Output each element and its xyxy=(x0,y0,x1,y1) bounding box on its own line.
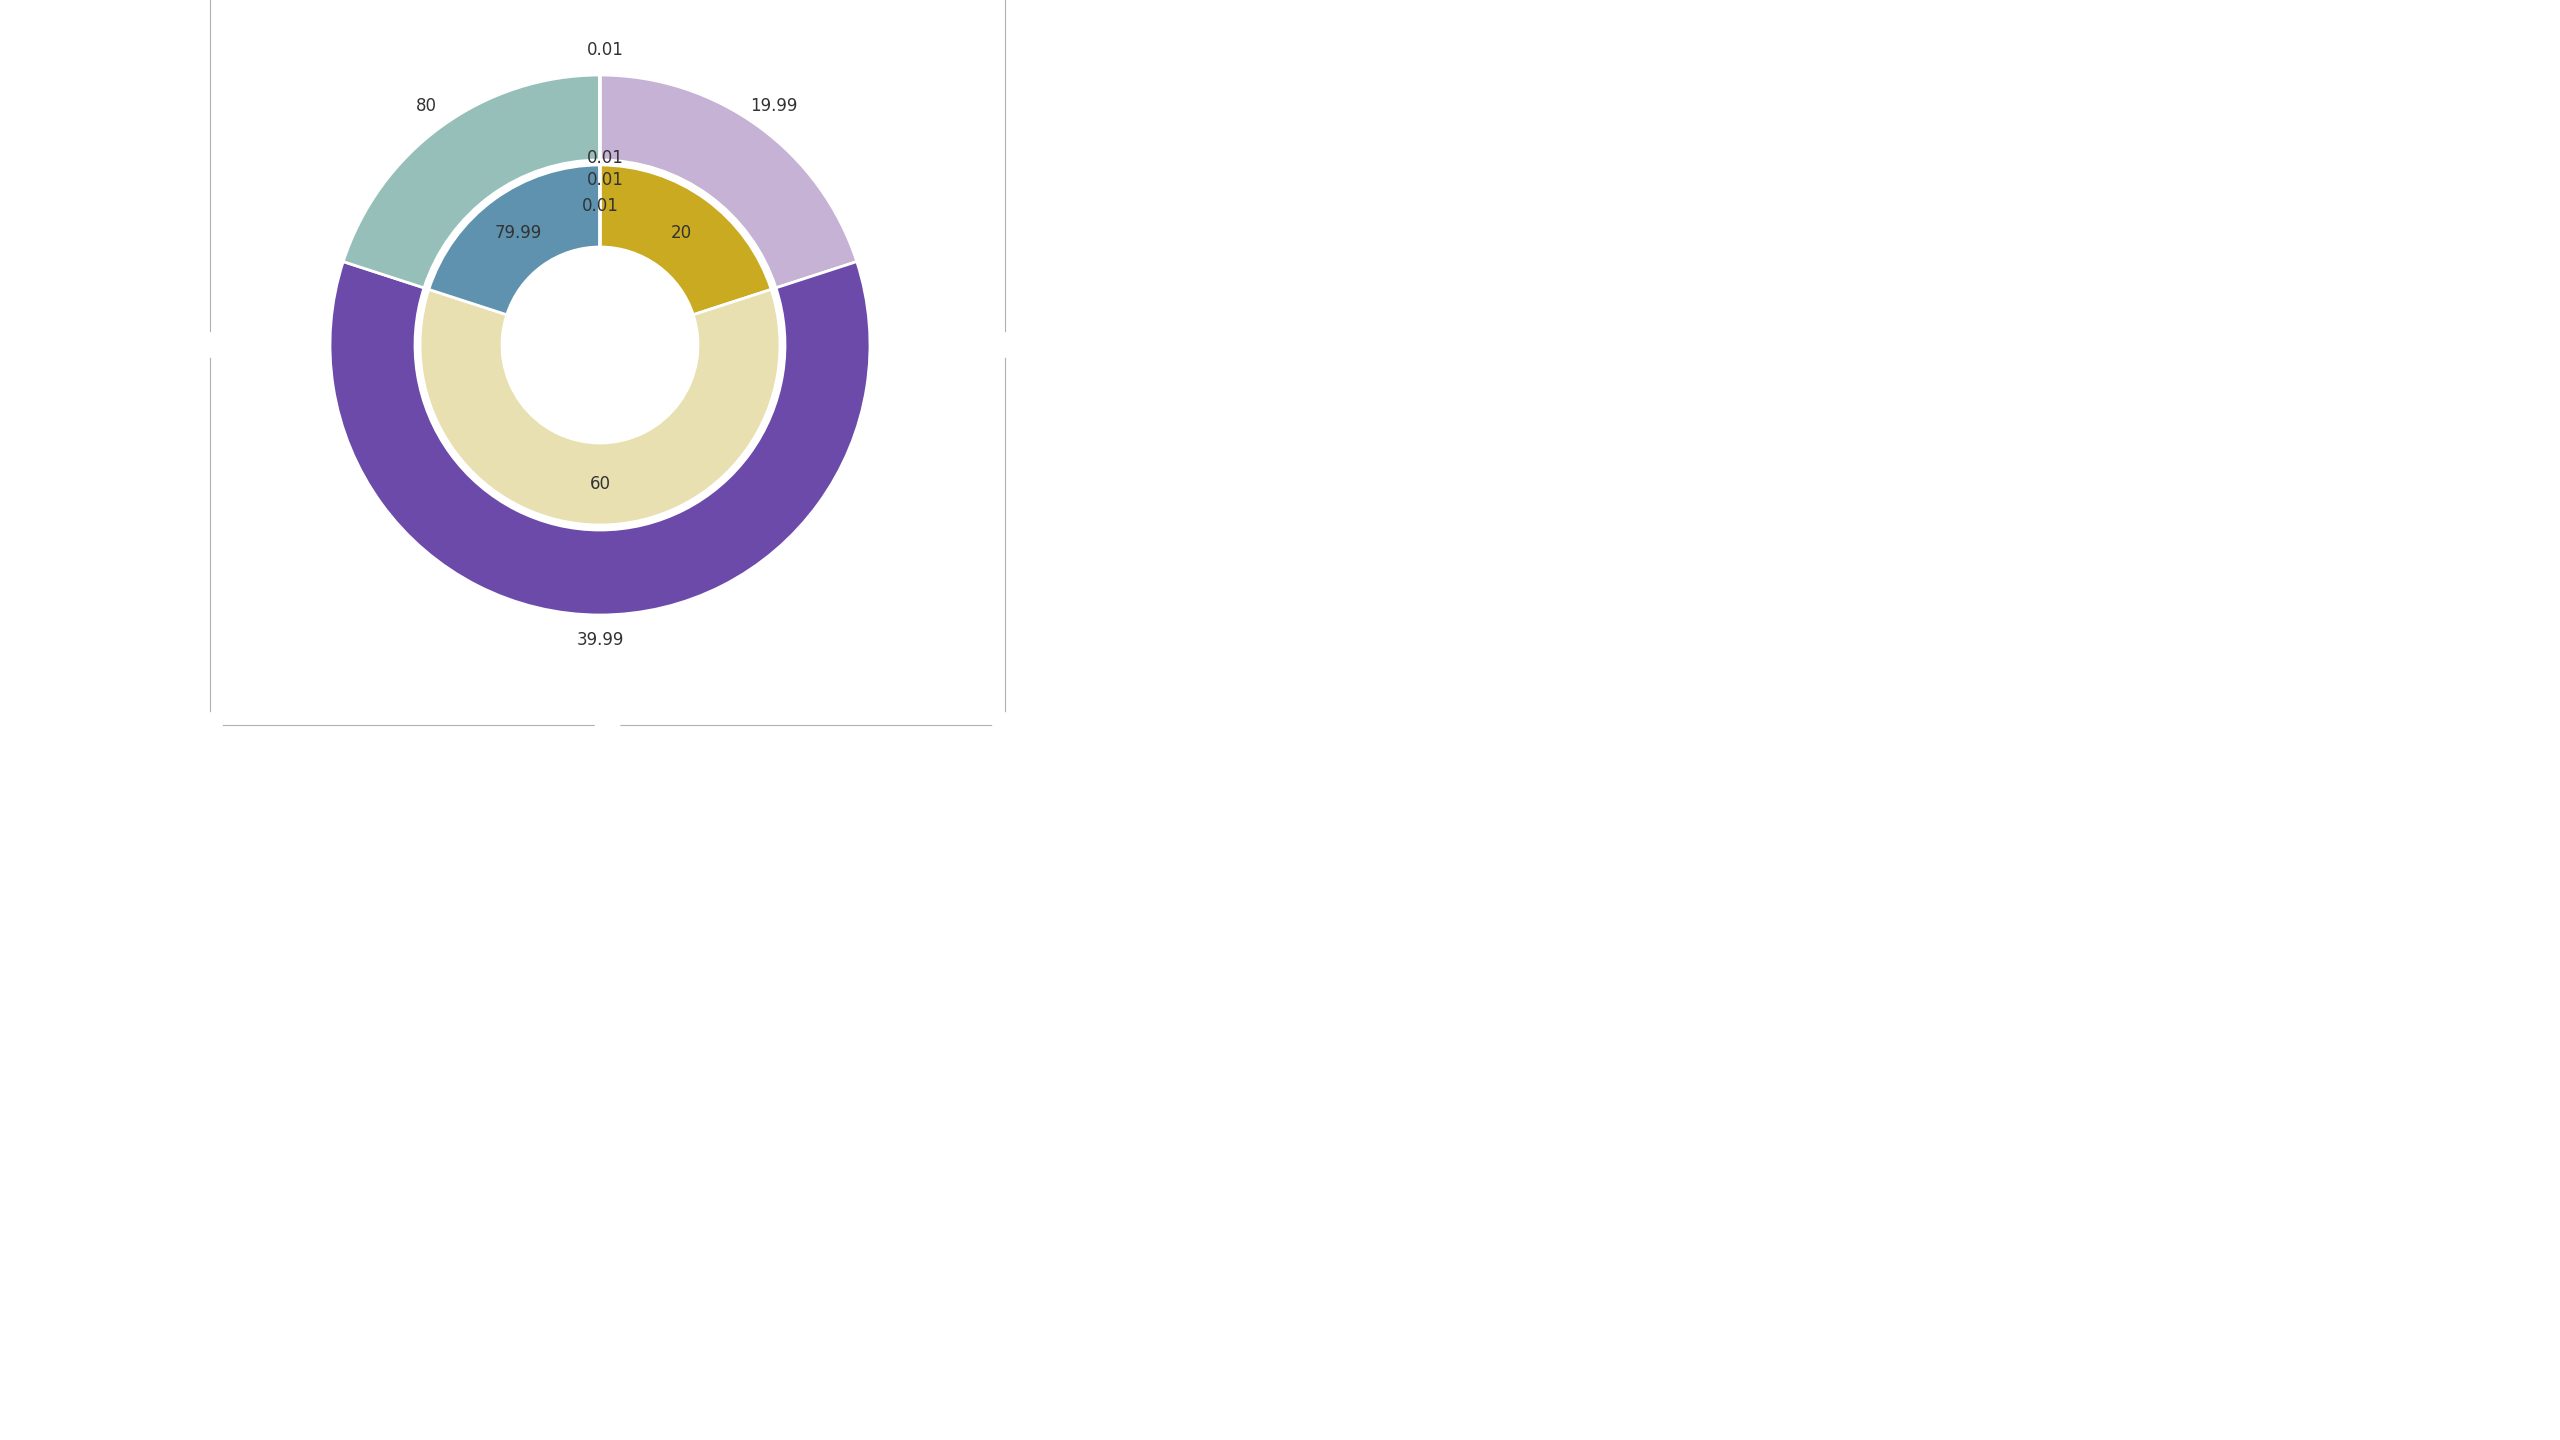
Text: 60: 60 xyxy=(589,475,609,492)
Circle shape xyxy=(993,713,1016,737)
Wedge shape xyxy=(420,289,781,526)
Circle shape xyxy=(502,248,699,444)
Text: 0.01: 0.01 xyxy=(586,40,625,59)
Text: 79.99: 79.99 xyxy=(494,223,543,242)
Text: 39.99: 39.99 xyxy=(576,631,625,649)
Wedge shape xyxy=(599,75,858,288)
Bar xyxy=(210,0,1006,724)
Text: 0.01: 0.01 xyxy=(586,148,625,167)
Wedge shape xyxy=(343,75,599,288)
Circle shape xyxy=(197,333,223,357)
Text: 20: 20 xyxy=(671,223,691,242)
Circle shape xyxy=(197,713,223,737)
Circle shape xyxy=(993,333,1016,357)
Wedge shape xyxy=(599,166,771,315)
Text: 0.01: 0.01 xyxy=(586,171,625,189)
Wedge shape xyxy=(428,166,599,315)
Text: 0.01: 0.01 xyxy=(581,197,620,215)
Text: 80: 80 xyxy=(417,98,438,115)
Circle shape xyxy=(596,713,620,737)
Wedge shape xyxy=(330,262,870,615)
Text: 19.99: 19.99 xyxy=(750,98,796,115)
